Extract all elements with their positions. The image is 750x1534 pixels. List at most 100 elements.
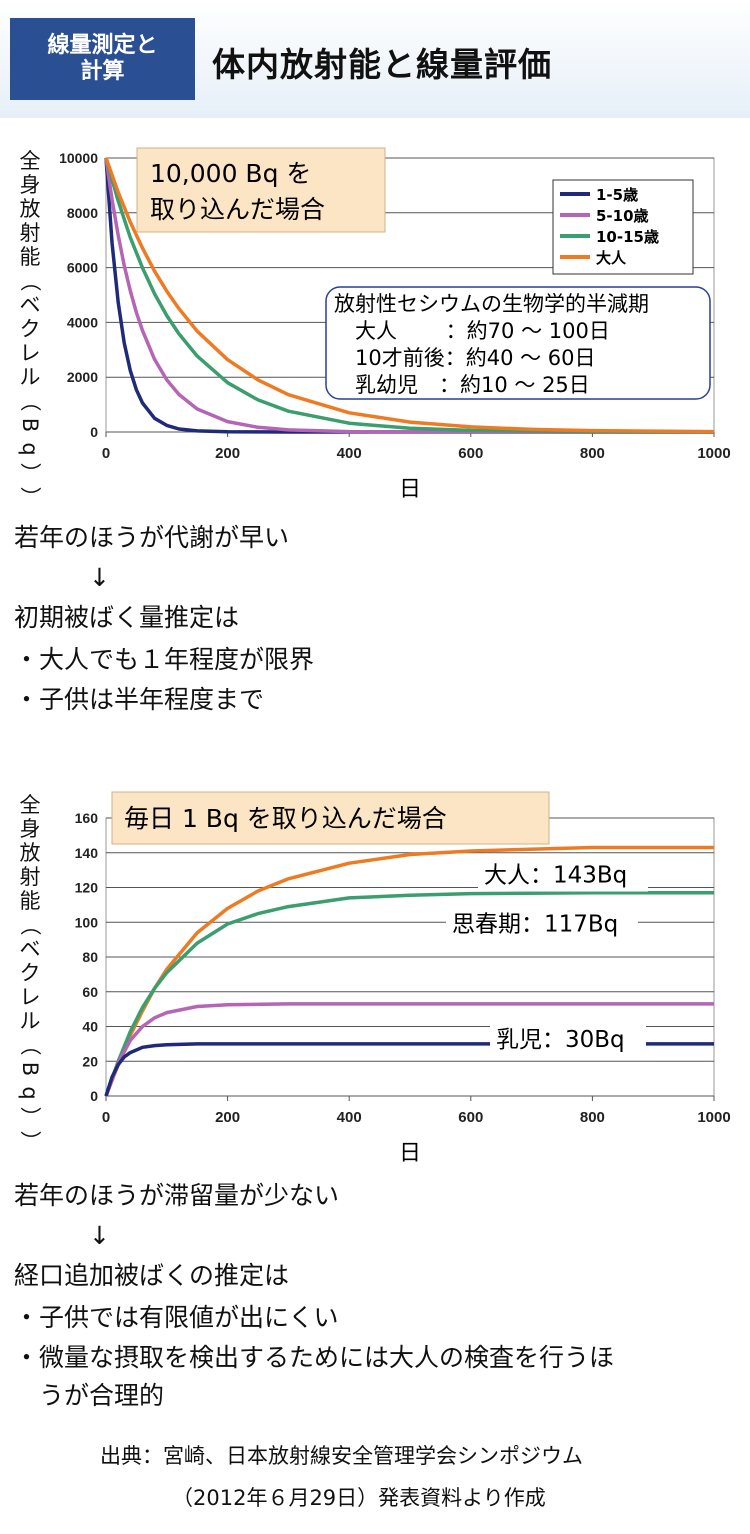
note-line: ・大人でも１年程度が限界 bbox=[14, 645, 315, 674]
series-line-乳児 bbox=[104, 1042, 714, 1097]
half-life-text: 乳幼児 ：約10 ～ 25日 bbox=[334, 373, 590, 397]
y-tick-label: 0 bbox=[90, 424, 98, 440]
series-label-bg bbox=[490, 1019, 646, 1056]
y-tick-label: 4000 bbox=[67, 314, 98, 330]
y-tick-label: 100 bbox=[75, 914, 99, 930]
half-life-text: 10才前後：約40 ～ 60日 bbox=[334, 346, 596, 370]
y-tick-label: 160 bbox=[75, 810, 99, 826]
half-life-box bbox=[325, 286, 711, 400]
x-tick-label: 1000 bbox=[697, 1109, 730, 1126]
y-axis-label-char: レ bbox=[20, 341, 41, 365]
legend-label: 1-5歳 bbox=[596, 186, 638, 204]
y-axis-label-char: 放 bbox=[20, 197, 41, 221]
note-line: ・子供では有限値が出にくい bbox=[14, 1303, 339, 1332]
source-line-2: （2012年６月29日）発表資料より作成 bbox=[172, 1486, 546, 1510]
legend-label: 大人 bbox=[596, 249, 627, 267]
note-line: ・子供は半年程度まで bbox=[14, 685, 265, 714]
y-tick-label: 10000 bbox=[59, 150, 98, 166]
y-axis-label-char: 射 bbox=[20, 221, 41, 245]
note-arrow: ↓ bbox=[14, 1221, 110, 1250]
y-axis-label-char: ） bbox=[18, 463, 42, 484]
y-axis-label-char: （ bbox=[18, 1035, 42, 1056]
chart-title-box bbox=[136, 147, 386, 233]
series-line-5-10歳 bbox=[104, 157, 714, 434]
note-arrow: ↓ bbox=[14, 563, 110, 592]
y-axis-label-char: （ bbox=[18, 391, 42, 412]
series-line-大人 bbox=[104, 157, 715, 434]
x-tick-label: 200 bbox=[215, 1109, 240, 1126]
y-axis-label-char: 身 bbox=[20, 817, 41, 841]
y-axis-label-char: ベ bbox=[20, 937, 41, 961]
note-line: うが合理的 bbox=[14, 1381, 165, 1410]
y-axis-label-char: 身 bbox=[20, 173, 41, 197]
series-label: 思春期：117Bq bbox=[452, 912, 618, 938]
y-tick-label: 60 bbox=[82, 984, 98, 1000]
y-tick-label: 80 bbox=[82, 949, 98, 965]
x-tick-label: 800 bbox=[580, 445, 605, 462]
y-tick-label: 120 bbox=[75, 880, 99, 896]
y-tick-label: 2000 bbox=[67, 369, 98, 385]
y-axis-label-char: （ bbox=[18, 271, 42, 292]
y-axis-label-char: B bbox=[18, 1062, 42, 1076]
x-tick-label: 0 bbox=[102, 445, 110, 462]
y-axis-label-char: ベ bbox=[20, 293, 41, 317]
x-tick-label: 600 bbox=[458, 1109, 483, 1126]
x-tick-label: 0 bbox=[102, 1109, 110, 1126]
half-life-text: 放射性セシウムの生物学的半減期 bbox=[334, 292, 649, 316]
note-line: 若年のほうが代謝が早い bbox=[14, 523, 290, 552]
y-axis-label-char: ） bbox=[18, 1107, 42, 1128]
note-line: 経口追加被ばくの推定は bbox=[14, 1261, 290, 1290]
y-axis-label-char: 全 bbox=[20, 149, 41, 173]
x-tick-label: 800 bbox=[580, 1109, 605, 1126]
note-line: 初期被ばく量推定は bbox=[14, 603, 240, 632]
chart-title: 10,000 Bq を bbox=[150, 159, 311, 188]
y-tick-label: 20 bbox=[82, 1053, 98, 1069]
y-tick-label: 40 bbox=[82, 1019, 98, 1035]
series-line-小児 bbox=[104, 1002, 714, 1097]
note-line: 若年のほうが滞留量が少ない bbox=[14, 1181, 340, 1210]
series-label: 乳児：30Bq bbox=[496, 1027, 625, 1053]
x-axis-label: 日 bbox=[399, 477, 421, 502]
series-label-bg bbox=[446, 904, 638, 941]
half-life-text: 大人 ：約70 ～ 100日 bbox=[334, 319, 610, 343]
y-axis-label-char: 能 bbox=[20, 245, 41, 269]
chart-title: 取り込んだ場合 bbox=[150, 195, 325, 224]
chart-title: 毎日 1 Bq を取り込んだ場合 bbox=[124, 804, 447, 833]
x-axis-label: 日 bbox=[399, 1141, 421, 1166]
chart-title-box bbox=[111, 791, 550, 845]
x-tick-label: 200 bbox=[215, 445, 240, 462]
y-axis-label-char: ル bbox=[20, 365, 41, 389]
y-axis-label-char: 能 bbox=[20, 889, 41, 913]
y-tick-label: 140 bbox=[75, 845, 99, 861]
x-tick-label: 600 bbox=[458, 445, 483, 462]
y-axis-label-char: レ bbox=[20, 985, 41, 1009]
y-axis-label-char: ク bbox=[20, 961, 41, 985]
series-label: 大人：143Bq bbox=[484, 863, 627, 889]
y-tick-label: 8000 bbox=[67, 205, 98, 221]
note-line: ・微量な摂取を検出するためには大人の検査を行うほ bbox=[14, 1343, 615, 1372]
y-axis-label-char: ク bbox=[20, 317, 41, 341]
y-axis-label-char: B bbox=[18, 418, 42, 432]
x-tick-label: 1000 bbox=[697, 445, 730, 462]
y-axis-label-char: （ bbox=[18, 915, 42, 936]
x-tick-label: 400 bbox=[337, 1109, 362, 1126]
y-axis-label-char: 全 bbox=[20, 793, 41, 817]
series-label-bg bbox=[478, 855, 648, 892]
legend-label: 10-15歳 bbox=[596, 228, 659, 246]
y-axis-label-char: q bbox=[18, 1086, 42, 1099]
series-line-思春期 bbox=[104, 890, 714, 1097]
y-axis-label-char: q bbox=[18, 442, 42, 455]
y-axis-label-char: 放 bbox=[20, 841, 41, 865]
y-tick-label: 6000 bbox=[67, 260, 98, 276]
legend-label: 5-10歳 bbox=[596, 207, 649, 225]
x-tick-label: 400 bbox=[337, 445, 362, 462]
y-axis-label-char: ） bbox=[18, 1131, 42, 1152]
chart-2-accumulation: 0 20 40 60 80 100 120 140 160 0 200 400 600 800 1000 日 全… bbox=[18, 791, 731, 1166]
y-axis-label-char: ル bbox=[20, 1009, 41, 1033]
y-axis-label-char: ） bbox=[18, 487, 42, 508]
page-title: 体内放射能と線量評価 bbox=[212, 45, 552, 84]
y-tick-label: 0 bbox=[90, 1088, 98, 1104]
source-line-1: 出典：宮崎、日本放射線安全管理学会シンポジウム bbox=[100, 1444, 583, 1468]
header-bar: 線量測定と 計算 体内放射能と線量評価 bbox=[0, 0, 750, 118]
series-line-10-15歳 bbox=[104, 157, 715, 434]
